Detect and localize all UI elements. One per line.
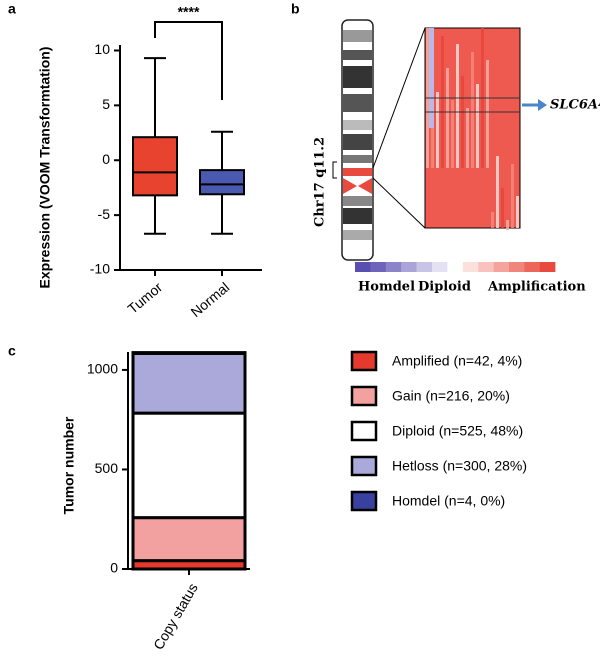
colorbar-cell [524, 262, 540, 272]
x-tick-label: Tumor [124, 279, 165, 317]
colorbar-label: Diploid [418, 280, 471, 295]
bar-segment [131, 351, 247, 415]
x-tick-label: Copy status [150, 580, 201, 652]
colorbar [355, 262, 556, 272]
heatmap-column [471, 52, 474, 168]
heatmap-zoom [424, 27, 521, 230]
colorbar-cell [385, 262, 402, 272]
arrow-head [538, 99, 547, 111]
y-tick-label: 500 [95, 460, 119, 476]
heatmap-column [476, 84, 479, 168]
colorbar-cell [539, 262, 556, 272]
box [199, 169, 245, 196]
colorbar-cell [509, 262, 525, 272]
legend-swatch [350, 455, 378, 477]
legend-swatch [350, 420, 378, 442]
panel-label: c [8, 343, 16, 359]
y-axis-label: Chr17 q11.2 [313, 137, 328, 227]
heatmap-column [511, 164, 514, 228]
colorbar-label: Homdel [358, 280, 415, 295]
significance-bracket [154, 21, 223, 100]
y-tick-label: -10 [90, 261, 110, 277]
colorbar-cell [416, 262, 433, 272]
heatmap-column [501, 188, 504, 228]
colorbar-label: Amplification [487, 280, 586, 295]
colorbar-cell [355, 262, 371, 272]
colorbar-cell [478, 262, 494, 272]
heatmap-column [441, 36, 444, 168]
legend-label: Hetloss (n=300, 28%) [392, 458, 527, 474]
colorbar-cell [432, 262, 448, 272]
y-tick-label: 10 [94, 41, 110, 57]
colorbar-cell [462, 262, 479, 272]
colorbar-cell [401, 262, 417, 272]
significance: **** [178, 4, 200, 20]
heatmap-column [466, 108, 469, 168]
legend-label: Gain (n=216, 20%) [392, 388, 510, 404]
heatmap-strip [429, 28, 434, 128]
y-tick-label: 1000 [87, 361, 118, 377]
heatmap-column [446, 68, 449, 168]
legend-swatch [350, 385, 378, 407]
heatmap-column [451, 100, 454, 168]
box [132, 136, 178, 197]
legend-label: Homdel (n=4, 0%) [392, 493, 505, 509]
bar-segment [131, 516, 247, 563]
y-tick-label: 5 [102, 96, 110, 112]
y-tick-label: 0 [102, 151, 110, 167]
colorbar-cell [447, 262, 463, 272]
chromosome [332, 19, 426, 261]
heatmap-column [456, 44, 459, 168]
heatmap-column [516, 196, 519, 228]
heatmap-column [436, 92, 439, 168]
annotation: SLC6A4 [550, 98, 600, 113]
colorbar-cell [493, 262, 510, 272]
x-tick-label: Normal [187, 279, 232, 320]
panel-label: b [291, 1, 300, 17]
bar-segment [131, 351, 247, 355]
legend-label: Diploid (n=525, 48%) [392, 423, 523, 439]
y-axis-label: Tumor number [61, 416, 77, 514]
heatmap-column [506, 220, 509, 230]
y-tick-label: 0 [110, 560, 118, 576]
heatmap-column [496, 156, 499, 228]
panel-label: a [8, 1, 16, 17]
heatmap-column [486, 60, 489, 168]
y-tick-label: -5 [98, 206, 111, 222]
legend-label: Amplified (n=42, 4%) [392, 353, 522, 369]
legend-swatch [350, 350, 378, 372]
legend-swatch [350, 490, 378, 512]
bar-segment [131, 411, 247, 520]
y-axis-label: Expression (VOOM Transformtation) [37, 47, 53, 289]
colorbar-cell [370, 262, 386, 272]
heatmap-column [461, 76, 464, 168]
heatmap-column [491, 212, 494, 228]
